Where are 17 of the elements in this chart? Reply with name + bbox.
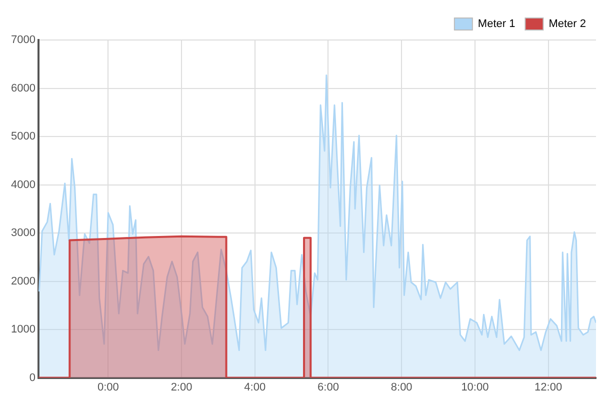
x-tick-label: 12:00 bbox=[534, 381, 562, 394]
x-tick-label: 2:00 bbox=[170, 381, 192, 394]
x-tick-label: 0:00 bbox=[97, 381, 119, 394]
x-tick-label: 6:00 bbox=[318, 381, 339, 394]
y-tick-label: 1000 bbox=[10, 324, 36, 336]
y-tick-label: 4000 bbox=[10, 178, 36, 191]
y-tick-label: 5000 bbox=[10, 130, 36, 143]
legend-label: Meter 1 bbox=[478, 18, 516, 30]
y-tick-label: 6000 bbox=[10, 82, 36, 94]
legend-label: Meter 2 bbox=[548, 18, 586, 30]
y-tick-label: 3000 bbox=[10, 227, 36, 240]
y-tick-label: 0 bbox=[29, 372, 36, 384]
y-tick-label: 2000 bbox=[10, 275, 36, 288]
x-tick-label: 10:00 bbox=[461, 381, 489, 394]
x-tick-label: 4:00 bbox=[244, 381, 266, 394]
x-tick-label: 8:00 bbox=[390, 381, 412, 394]
y-tick-label: 7000 bbox=[10, 34, 36, 46]
